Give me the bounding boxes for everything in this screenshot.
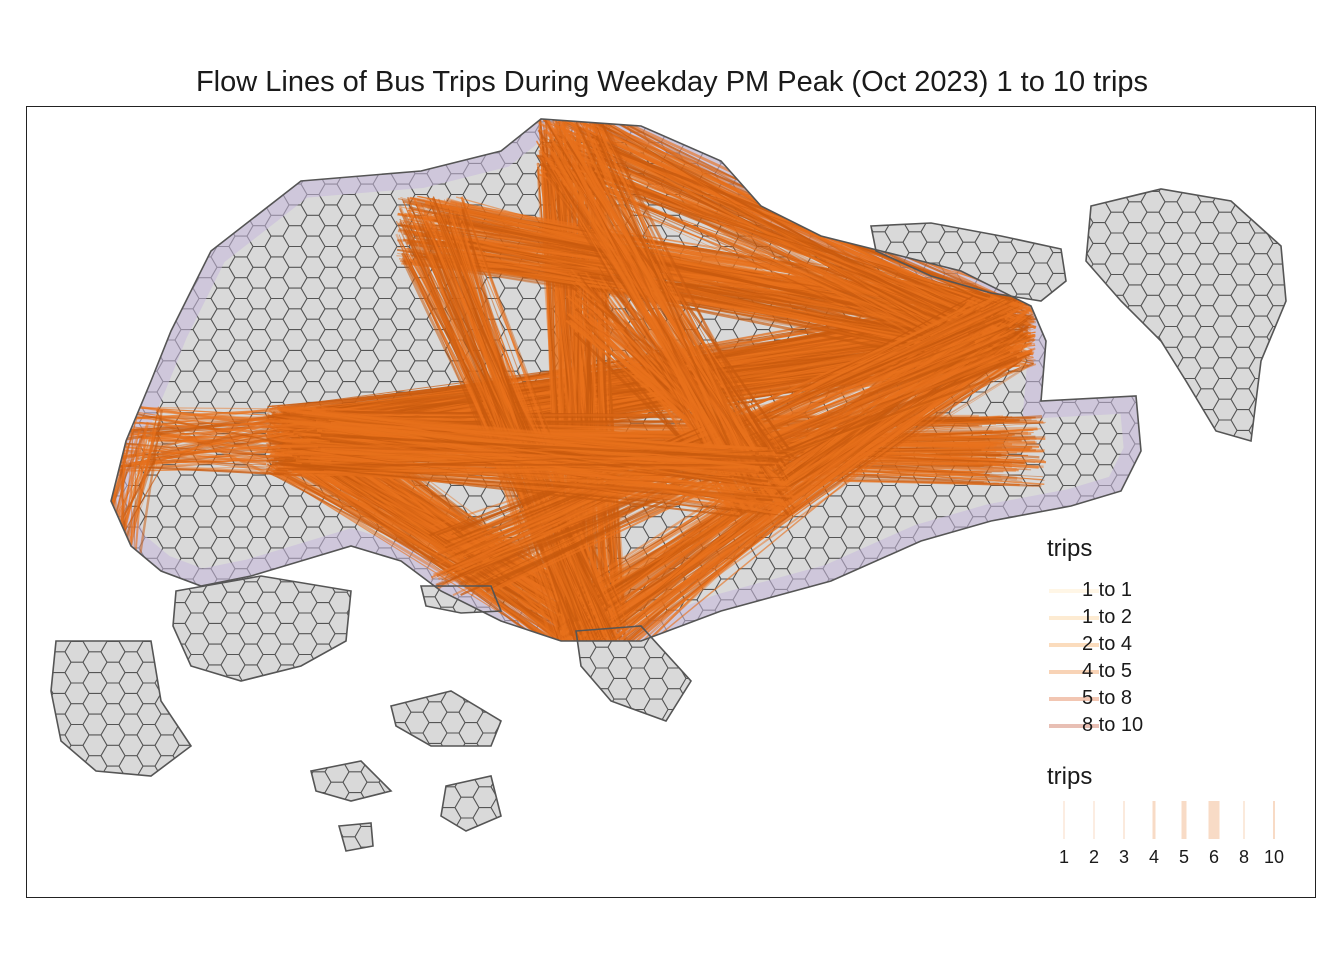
hex-grid-8: [391, 691, 501, 746]
flow-line: [456, 243, 971, 348]
legend-width-label-10: 10: [1263, 847, 1285, 867]
flow-line: [441, 241, 973, 353]
flow-line: [600, 165, 984, 318]
flow-line: [103, 433, 109, 605]
flow-line: [111, 465, 118, 574]
flow-line: [591, 160, 987, 337]
island-10: [441, 776, 501, 831]
flow-line: [581, 119, 990, 364]
legend-width-label-2: 2: [1088, 847, 1099, 867]
legend-label-6: 8 to 10: [1082, 714, 1144, 736]
flow-line: [283, 455, 585, 624]
flow-line: [90, 436, 98, 591]
map-canvas: [50, 118, 1287, 852]
hex-grid-4: [173, 576, 351, 681]
flow-line: [111, 422, 126, 635]
flow-line: [285, 471, 579, 616]
flow-line: [407, 224, 982, 357]
legend-color-title: trips: [1047, 535, 1093, 562]
flow-line: [410, 230, 977, 357]
flow-line: [583, 135, 993, 338]
flow-line: [538, 126, 608, 641]
flow-line: [86, 466, 109, 582]
legend-width-label-4: 4: [1148, 847, 1159, 867]
flow-line: [102, 445, 109, 613]
legend-width-label-3: 3: [1118, 847, 1129, 867]
legend-label-4: 4 to 5: [1082, 660, 1133, 682]
island-2: [871, 223, 1066, 301]
map-title: Flow Lines of Bus Trips During Weekday P…: [195, 66, 1149, 98]
flow-line: [542, 124, 614, 641]
flow-line: [111, 457, 115, 602]
legend-width-bars: [1063, 801, 1275, 839]
legend-label-3: 2 to 4: [1082, 633, 1133, 655]
legend-label-1: 1 to 1: [1082, 579, 1133, 601]
flow-line: [448, 237, 968, 337]
legend-width-title: trips: [1047, 763, 1093, 790]
hex-grid-9: [311, 761, 391, 801]
flow-line: [87, 457, 99, 592]
flow-line: [74, 420, 99, 622]
flow-line: [74, 457, 101, 619]
legend-width-label-6: 6: [1208, 847, 1219, 867]
flow-line: [539, 138, 999, 354]
legend-label-5: 5 to 8: [1082, 687, 1133, 709]
flow-line: [438, 252, 1012, 357]
island-9: [311, 761, 391, 801]
flow-line: [111, 438, 122, 618]
flow-lines-layer: [69, 119, 1047, 641]
flow-line: [99, 452, 100, 610]
island-11: [339, 823, 373, 851]
flow-line: [70, 409, 96, 568]
legend-width-label-1: 1: [1058, 847, 1069, 867]
flow-line: [544, 169, 1022, 311]
island-3: [1086, 189, 1286, 441]
flow-line: [111, 431, 118, 620]
flow-line: [69, 449, 103, 587]
legend-width-label-8: 8: [1238, 847, 1249, 867]
map-panel: trips 1 to 1 1 to 2 2 to 4 4 to 5 5 to 8…: [26, 106, 1316, 898]
flow-line: [85, 421, 100, 579]
legend-width-label-5: 5: [1178, 847, 1189, 867]
flow-line: [398, 257, 1007, 347]
flow-line: [541, 144, 1034, 297]
flow-line: [111, 415, 116, 594]
legend-label-2: 1 to 2: [1082, 606, 1133, 628]
